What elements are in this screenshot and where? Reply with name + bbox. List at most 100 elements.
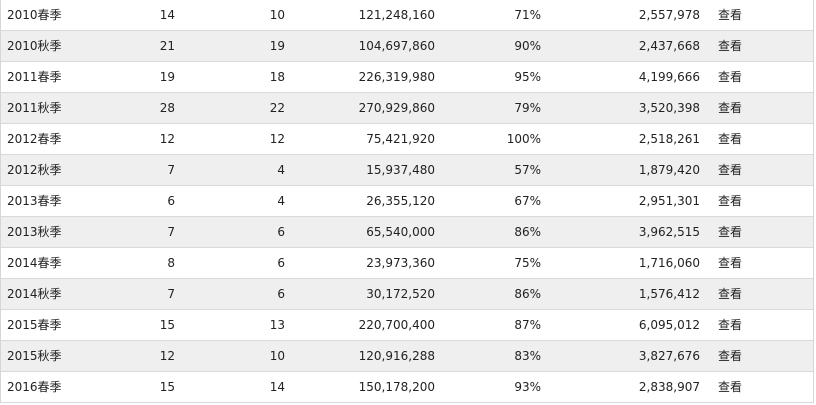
season-cell: 2016春季: [7, 380, 62, 394]
view-link[interactable]: 查看: [718, 70, 743, 84]
count-cell-secondary: 14: [269, 380, 285, 394]
season-cell: 2015秋季: [7, 349, 62, 363]
count-cell-secondary: 6: [277, 225, 285, 239]
table-row: 2010春季 14 10 121,248,160 71% 2,557,978 查…: [1, 0, 813, 31]
count-cell-secondary: 13: [269, 318, 285, 332]
percent-cell: 79%: [514, 101, 541, 115]
season-cell: 2015春季: [7, 318, 62, 332]
view-link[interactable]: 查看: [718, 287, 743, 301]
value-cell: 1,879,420: [638, 163, 700, 177]
table-row: 2012春季 12 12 75,421,920 100% 2,518,261 查…: [1, 124, 813, 155]
count-cell: 7: [167, 225, 175, 239]
view-link[interactable]: 查看: [718, 256, 743, 270]
amount-cell: 65,540,000: [366, 225, 435, 239]
percent-cell: 90%: [514, 39, 541, 53]
amount-cell: 270,929,860: [358, 101, 435, 115]
value-cell: 3,827,676: [638, 349, 700, 363]
season-cell: 2012春季: [7, 132, 62, 146]
count-cell-secondary: 4: [277, 194, 285, 208]
table-row: 2010秋季 21 19 104,697,860 90% 2,437,668 查…: [1, 31, 813, 62]
count-cell-secondary: 4: [277, 163, 285, 177]
percent-cell: 87%: [514, 318, 541, 332]
value-cell: 1,716,060: [638, 256, 700, 270]
value-cell: 4,199,666: [638, 70, 700, 84]
season-cell: 2014春季: [7, 256, 62, 270]
count-cell: 28: [159, 101, 175, 115]
table-row: 2015秋季 12 10 120,916,288 83% 3,827,676 查…: [1, 341, 813, 372]
amount-cell: 75,421,920: [366, 132, 435, 146]
amount-cell: 30,172,520: [366, 287, 435, 301]
view-link[interactable]: 查看: [718, 132, 743, 146]
amount-cell: 104,697,860: [358, 39, 435, 53]
season-cell: 2010秋季: [7, 39, 62, 53]
count-cell-secondary: 18: [269, 70, 285, 84]
percent-cell: 100%: [506, 132, 541, 146]
value-cell: 3,962,515: [638, 225, 700, 239]
count-cell: 12: [159, 132, 175, 146]
season-cell: 2011秋季: [7, 101, 62, 115]
count-cell: 8: [167, 256, 175, 270]
value-cell: 2,518,261: [638, 132, 700, 146]
view-link[interactable]: 查看: [718, 194, 743, 208]
count-cell-secondary: 12: [269, 132, 285, 146]
view-link[interactable]: 查看: [718, 380, 743, 394]
amount-cell: 150,178,200: [358, 380, 435, 394]
value-cell: 2,951,301: [638, 194, 700, 208]
count-cell-secondary: 10: [269, 349, 285, 363]
season-cell: 2013秋季: [7, 225, 62, 239]
table-row: 2012秋季 7 4 15,937,480 57% 1,879,420 查看: [1, 155, 813, 186]
count-cell: 15: [159, 380, 175, 394]
view-link[interactable]: 查看: [718, 318, 743, 332]
amount-cell: 121,248,160: [358, 8, 435, 22]
amount-cell: 226,319,980: [358, 70, 435, 84]
count-cell-secondary: 6: [277, 287, 285, 301]
view-link[interactable]: 查看: [718, 163, 743, 177]
season-cell: 2012秋季: [7, 163, 62, 177]
count-cell-secondary: 6: [277, 256, 285, 270]
table-row: 2013春季 6 4 26,355,120 67% 2,951,301 查看: [1, 186, 813, 217]
view-link[interactable]: 查看: [718, 8, 743, 22]
season-cell: 2011春季: [7, 70, 62, 84]
value-cell: 6,095,012: [638, 318, 700, 332]
view-link[interactable]: 查看: [718, 349, 743, 363]
count-cell: 15: [159, 318, 175, 332]
value-cell: 2,557,978: [638, 8, 700, 22]
percent-cell: 86%: [514, 225, 541, 239]
view-link[interactable]: 查看: [718, 101, 743, 115]
count-cell-secondary: 10: [269, 8, 285, 22]
table-row: 2015春季 15 13 220,700,400 87% 6,095,012 查…: [1, 310, 813, 341]
count-cell-secondary: 22: [269, 101, 285, 115]
percent-cell: 71%: [514, 8, 541, 22]
season-cell: 2013春季: [7, 194, 62, 208]
amount-cell: 220,700,400: [358, 318, 435, 332]
value-cell: 1,576,412: [638, 287, 700, 301]
table-row: 2013秋季 7 6 65,540,000 86% 3,962,515 查看: [1, 217, 813, 248]
table-row: 2014春季 8 6 23,973,360 75% 1,716,060 查看: [1, 248, 813, 279]
percent-cell: 86%: [514, 287, 541, 301]
percent-cell: 83%: [514, 349, 541, 363]
count-cell: 7: [167, 287, 175, 301]
table-row: 2016春季 15 14 150,178,200 93% 2,838,907 查…: [1, 372, 813, 403]
amount-cell: 120,916,288: [358, 349, 435, 363]
count-cell: 21: [159, 39, 175, 53]
season-cell: 2010春季: [7, 8, 62, 22]
amount-cell: 15,937,480: [366, 163, 435, 177]
value-cell: 2,437,668: [638, 39, 700, 53]
view-link[interactable]: 查看: [718, 39, 743, 53]
table-row: 2011春季 19 18 226,319,980 95% 4,199,666 查…: [1, 62, 813, 93]
amount-cell: 23,973,360: [366, 256, 435, 270]
season-cell: 2014秋季: [7, 287, 62, 301]
count-cell-secondary: 19: [269, 39, 285, 53]
value-cell: 3,520,398: [638, 101, 700, 115]
value-cell: 2,838,907: [638, 380, 700, 394]
view-link[interactable]: 查看: [718, 225, 743, 239]
table-row: 2014秋季 7 6 30,172,520 86% 1,576,412 查看: [1, 279, 813, 310]
count-cell: 14: [159, 8, 175, 22]
percent-cell: 75%: [514, 256, 541, 270]
percent-cell: 95%: [514, 70, 541, 84]
amount-cell: 26,355,120: [366, 194, 435, 208]
percent-cell: 67%: [514, 194, 541, 208]
count-cell: 6: [167, 194, 175, 208]
count-cell: 12: [159, 349, 175, 363]
count-cell: 7: [167, 163, 175, 177]
